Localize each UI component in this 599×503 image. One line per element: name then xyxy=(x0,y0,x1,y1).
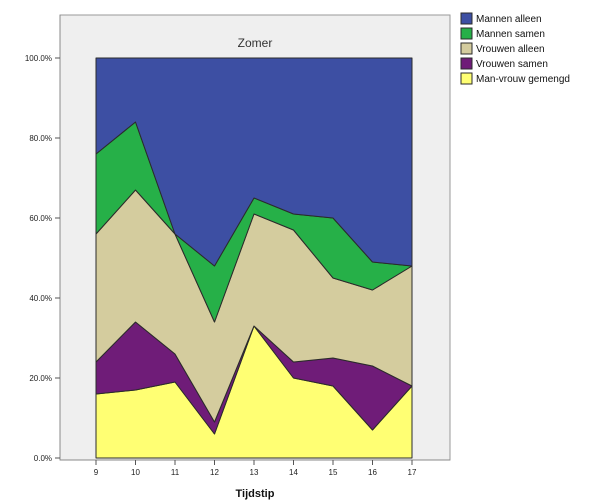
x-tick-label: 10 xyxy=(131,468,140,477)
x-tick-label: 15 xyxy=(329,468,338,477)
legend-swatch xyxy=(460,42,473,55)
y-tick-label: 40.0% xyxy=(29,294,52,303)
legend-label: Mannen samen xyxy=(476,29,545,40)
panel-title: Zomer xyxy=(238,36,273,50)
area-series-mannen-alleen xyxy=(95,57,413,267)
legend-swatch xyxy=(460,12,473,25)
y-tick-label: 60.0% xyxy=(29,214,52,223)
y-tick-label: 0.0% xyxy=(34,454,52,463)
y-axis-ticks: 0.0% 20.0% 40.0% 60.0% 80.0% 100.0% xyxy=(25,54,60,463)
legend-swatch xyxy=(460,27,473,40)
x-axis-ticks: 9 10 11 12 13 14 15 16 17 xyxy=(94,460,417,477)
x-tick-label: 12 xyxy=(210,468,219,477)
legend-label: Vrouwen alleen xyxy=(476,44,545,55)
legend-label: Mannen alleen xyxy=(476,14,542,25)
y-tick-label: 100.0% xyxy=(25,54,52,63)
x-tick-label: 14 xyxy=(289,468,298,477)
y-tick-label: 20.0% xyxy=(29,374,52,383)
area-series-group xyxy=(95,57,413,459)
legend-swatch xyxy=(460,57,473,70)
x-tick-label: 13 xyxy=(250,468,259,477)
x-axis-label: Tijdstip xyxy=(236,488,275,500)
y-tick-label: 80.0% xyxy=(29,134,52,143)
legend: Mannen alleen Mannen samen Vrouwen alleen V… xyxy=(460,12,570,85)
x-tick-label: 17 xyxy=(408,468,417,477)
legend-label: Vrouwen samen xyxy=(476,59,548,70)
x-tick-label: 9 xyxy=(94,468,99,477)
legend-label: Man-vrouw gemengd xyxy=(476,74,570,85)
x-tick-label: 16 xyxy=(368,468,377,477)
x-tick-label: 11 xyxy=(171,468,180,477)
legend-swatch xyxy=(460,72,473,85)
